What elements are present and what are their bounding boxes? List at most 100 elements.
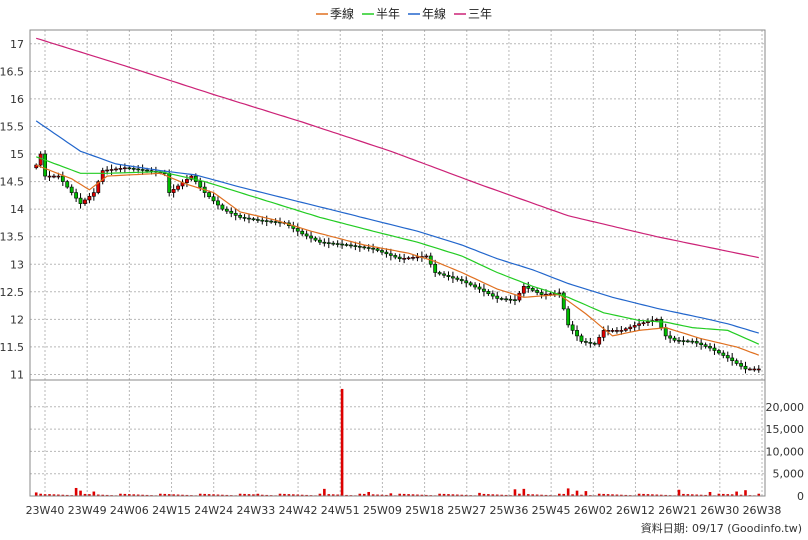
volume-bar [61,494,65,496]
candle-down [739,363,743,367]
price-tick-label: 11.5 [0,341,24,354]
volume-bar [518,493,521,496]
volume-bar [566,488,570,496]
volume-bar [207,494,211,496]
price-tick-label: 12 [10,313,24,326]
candle-up [122,167,127,170]
volume-bar [331,494,335,496]
candle-down [322,241,327,244]
x-tick-label: 26W38 [743,504,782,517]
candle-down [659,319,664,328]
volume-bar [575,490,579,496]
candle-down [216,200,220,206]
volume-bar [571,494,574,496]
volume-bar [376,494,379,496]
volume-bar [726,494,730,496]
candle-down [335,243,340,245]
candle-up [114,168,118,171]
volume-bar [305,494,308,496]
candle-up [637,323,641,326]
volume-bar [491,494,495,496]
candle-down [300,230,305,235]
candle-up [87,195,92,201]
x-tick-label: 24W51 [321,504,360,517]
plot-frames [29,29,766,497]
volume-bar [145,494,149,496]
price-tick-label: 17 [10,38,24,51]
candle-down [238,215,243,218]
candle-up [632,325,637,328]
candle-up [597,336,602,345]
candle-down [468,282,473,286]
candle-up [557,292,562,295]
candle-down [677,340,681,342]
candle-down [145,169,149,172]
volume-bar [185,494,189,496]
x-tick-label: 24W24 [194,504,233,517]
candle-down [482,288,486,292]
candle-down [211,196,216,202]
candle-down [668,335,673,339]
candle-up [406,257,411,260]
candle-up [100,170,105,182]
price-tick-label: 11 [10,368,24,381]
legend: 季線 半年 年線 三年 [316,6,492,21]
volume-bar [52,494,56,496]
candle-down [313,237,318,241]
volume-bar [358,493,362,496]
candle-down [473,284,477,288]
volume-bar [287,494,291,496]
candle-up [105,169,110,172]
price-tick-label: 15.5 [0,120,24,133]
volume-bar [119,493,122,496]
volume-bar [597,493,601,496]
volume-bar [447,494,450,496]
volume-bar [163,493,167,496]
candle-down [264,220,269,222]
volume-bar [407,494,410,496]
volume-bar [438,493,441,496]
candle-down [127,167,132,170]
x-tick-label: 25W09 [363,504,402,517]
candle-down [535,290,540,293]
volume-bar [730,494,734,496]
candle-up [38,153,43,166]
candle-down [309,235,313,239]
volume-bar [283,493,286,496]
three-year-ma-line [36,37,759,259]
candle-down [730,357,735,362]
volume-bar [526,494,530,496]
candle-up [424,255,429,258]
candle-down [504,298,509,301]
candle-down [743,365,748,370]
volume-bar [221,494,224,496]
candle-up [610,330,615,332]
candle-down [530,288,535,291]
volume-bar [602,493,605,496]
candle-down [561,292,566,310]
volume-bar [416,494,419,496]
volume-bar [39,493,42,496]
volume-tick-label: 5,000 [773,468,805,481]
candle-down [198,181,203,188]
candle-down [703,344,708,347]
volume-bar [292,494,295,496]
candle-down [583,341,588,343]
candle-down [273,221,278,223]
candle-up [623,328,628,331]
legend-label: 半年 [376,7,400,21]
candle-down [326,242,331,244]
volume-bar [540,494,543,496]
candlesticks [34,150,761,374]
candle-up [83,199,87,204]
volume-bar [500,494,503,496]
volume-bar [682,493,685,496]
volume-bar [562,493,566,496]
candle-down [60,175,65,182]
volume-bar [642,493,645,496]
candle-down [495,295,500,299]
volume-bar [380,494,384,496]
x-axis-labels: 23W40 23W49 24W06 24W15 24W24 24W33 24W42 24W51… [26,504,782,517]
candle-down [78,197,83,204]
